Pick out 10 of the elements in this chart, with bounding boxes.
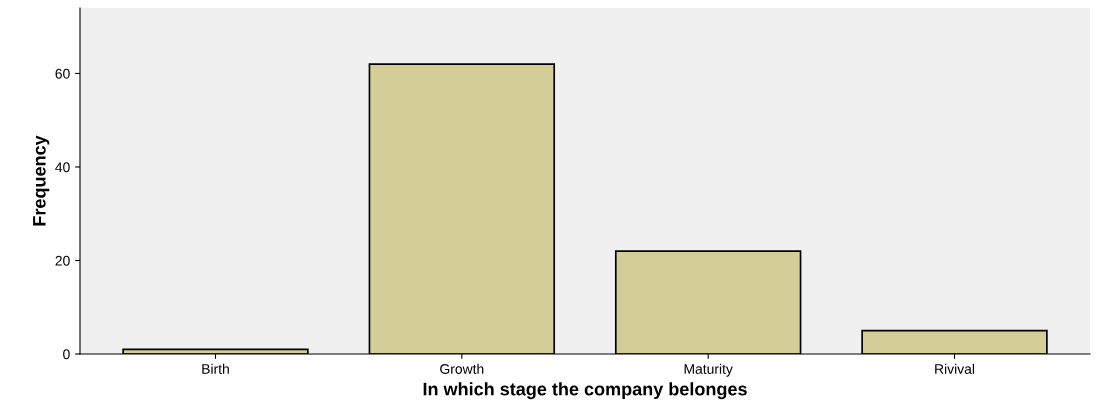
y-tick-label: 40 xyxy=(55,162,70,173)
x-tick-label: Growth xyxy=(440,363,484,374)
x-axis-title: In which stage the company belonges xyxy=(423,382,747,400)
x-tick-label: Birth xyxy=(202,363,229,374)
y-tick-label: 20 xyxy=(55,255,70,266)
y-tick-label: 0 xyxy=(63,349,70,360)
x-tick-label: Rivival xyxy=(935,363,975,374)
y-axis-title: Frequency xyxy=(33,135,50,226)
y-tick-label: 60 xyxy=(55,68,70,79)
x-tick-label: Maturity xyxy=(684,363,733,377)
